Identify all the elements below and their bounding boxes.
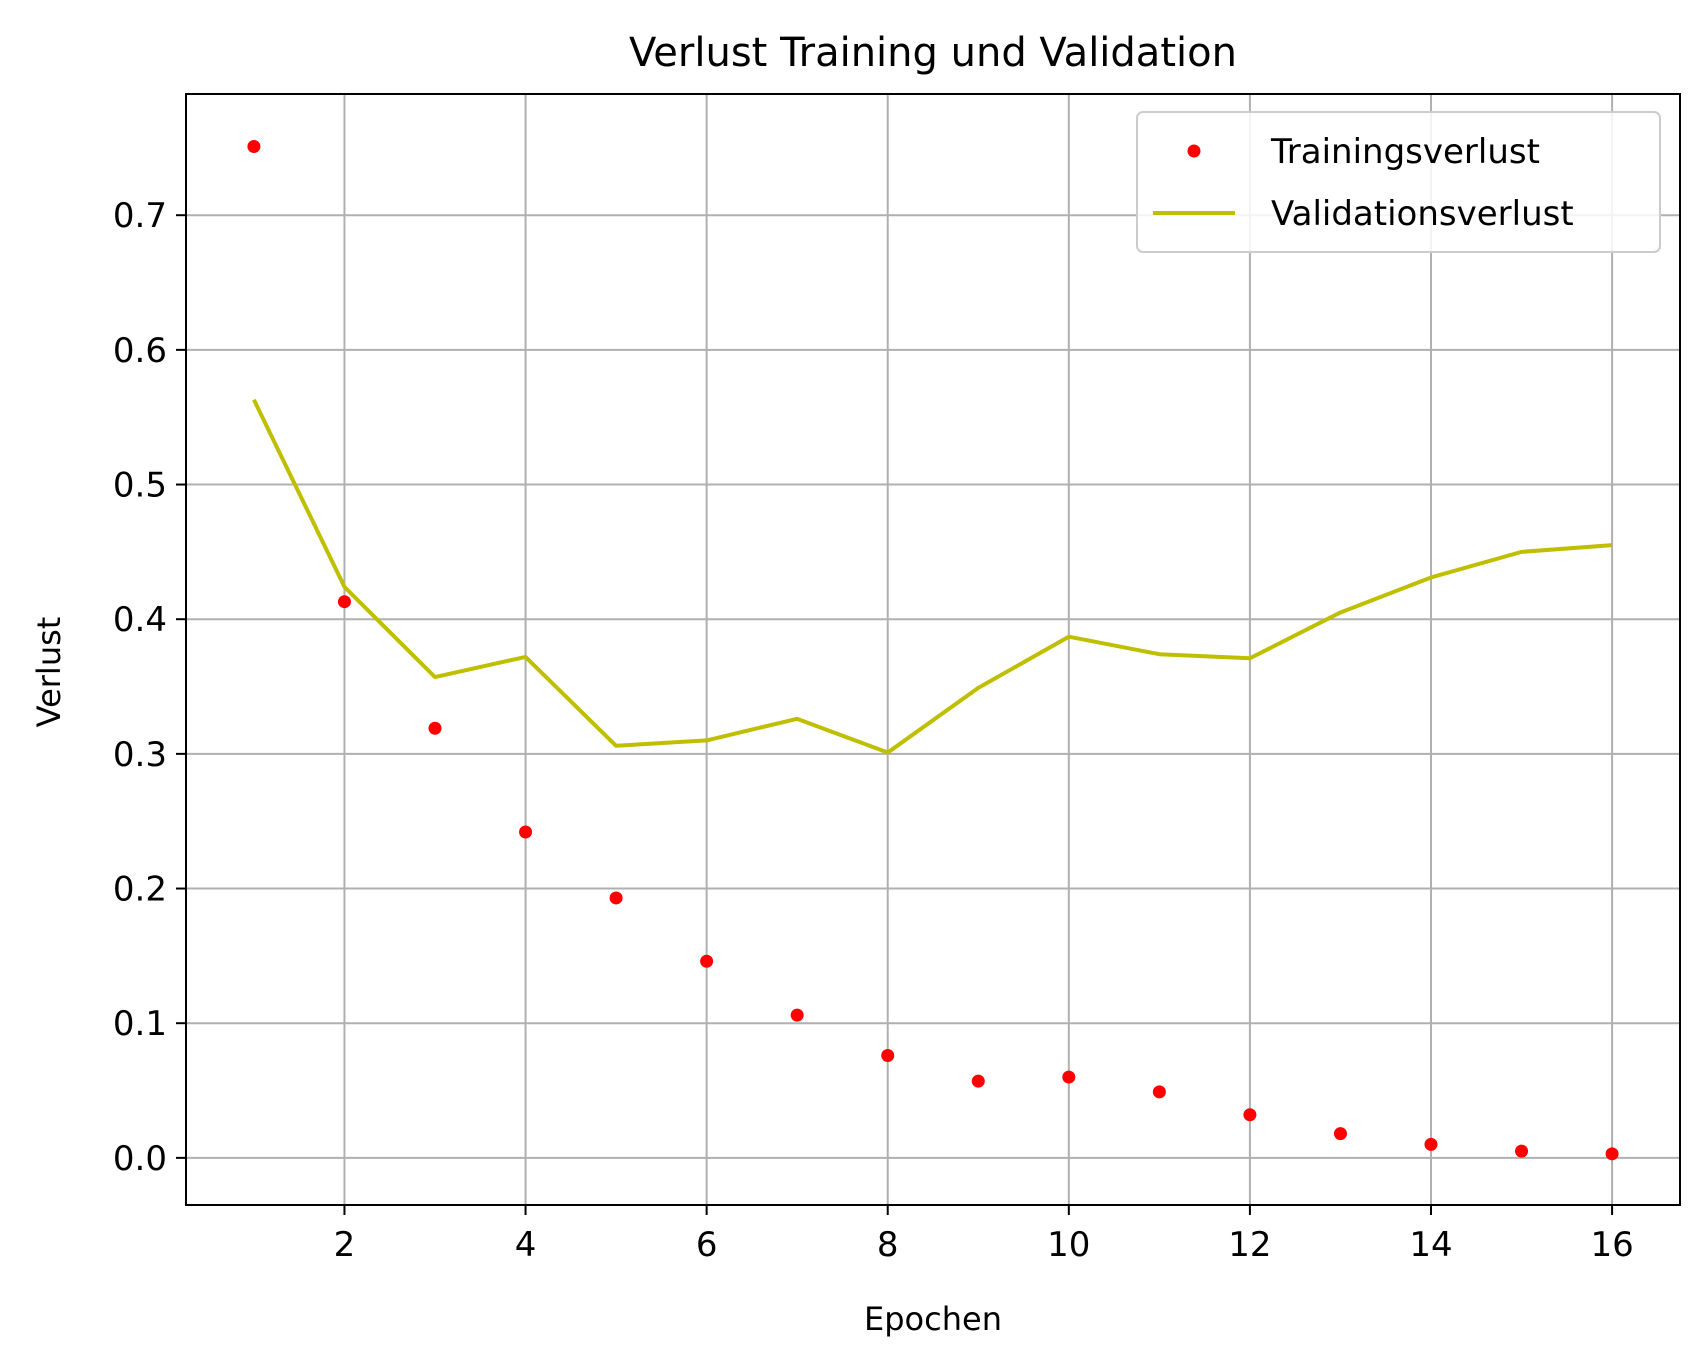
axis-ticks: 2 4 6 8 10 12 14 16 0.0 0.1 0.2 0.3 0.4 0.5 0.6 0.7 <box>113 196 1634 1265</box>
plot-frame <box>185 93 1681 1206</box>
x-tick-label: 16 <box>1590 1225 1633 1265</box>
y-tick-label: 0.5 <box>113 466 167 506</box>
x-tick-label: 4 <box>515 1225 537 1265</box>
y-tick-label: 0.3 <box>113 735 167 775</box>
y-tick-label: 0.4 <box>113 600 167 640</box>
training-loss-point <box>1605 1147 1619 1161</box>
training-loss-point <box>1515 1144 1529 1158</box>
validation-loss-line <box>252 398 1613 755</box>
x-axis-label: Epochen <box>864 1300 1002 1338</box>
x-tick-label: 14 <box>1409 1225 1452 1265</box>
training-loss-point <box>700 954 714 968</box>
training-loss-point <box>1333 1127 1347 1141</box>
training-loss-point <box>1243 1108 1257 1122</box>
x-tick-label: 6 <box>696 1225 718 1265</box>
y-axis-label: Verlust <box>30 617 68 728</box>
training-loss-point <box>428 721 442 735</box>
legend-marker-training <box>1187 144 1201 158</box>
training-loss-point <box>1062 1070 1076 1084</box>
y-tick-label: 0.1 <box>113 1004 167 1044</box>
training-loss-point <box>971 1074 985 1088</box>
grid <box>186 94 1680 1205</box>
y-tick-label: 0.0 <box>113 1139 167 1179</box>
x-tick-label: 2 <box>334 1225 356 1265</box>
legend: Trainingsverlust Validationsverlust <box>1136 111 1661 253</box>
series-layer <box>247 140 1619 1161</box>
training-loss-point <box>609 891 623 905</box>
legend-label-training: Trainingsverlust <box>1270 132 1540 172</box>
y-tick-label: 0.7 <box>113 196 167 236</box>
legend-box <box>1136 111 1661 253</box>
y-tick-label: 0.6 <box>113 331 167 371</box>
training-loss-point <box>337 595 351 609</box>
x-tick-label: 10 <box>1047 1225 1090 1265</box>
training-loss-point <box>1152 1085 1166 1099</box>
training-loss-point <box>519 825 533 839</box>
training-loss-point <box>790 1008 804 1022</box>
legend-label-validation: Validationsverlust <box>1271 194 1574 234</box>
training-loss-point <box>1424 1137 1438 1151</box>
training-loss-point <box>881 1049 895 1063</box>
x-tick-label: 12 <box>1228 1225 1271 1265</box>
chart-title: Verlust Training und Validation <box>629 30 1237 76</box>
x-tick-label: 8 <box>877 1225 899 1265</box>
y-tick-label: 0.2 <box>113 870 167 910</box>
training-loss-point <box>247 140 261 154</box>
